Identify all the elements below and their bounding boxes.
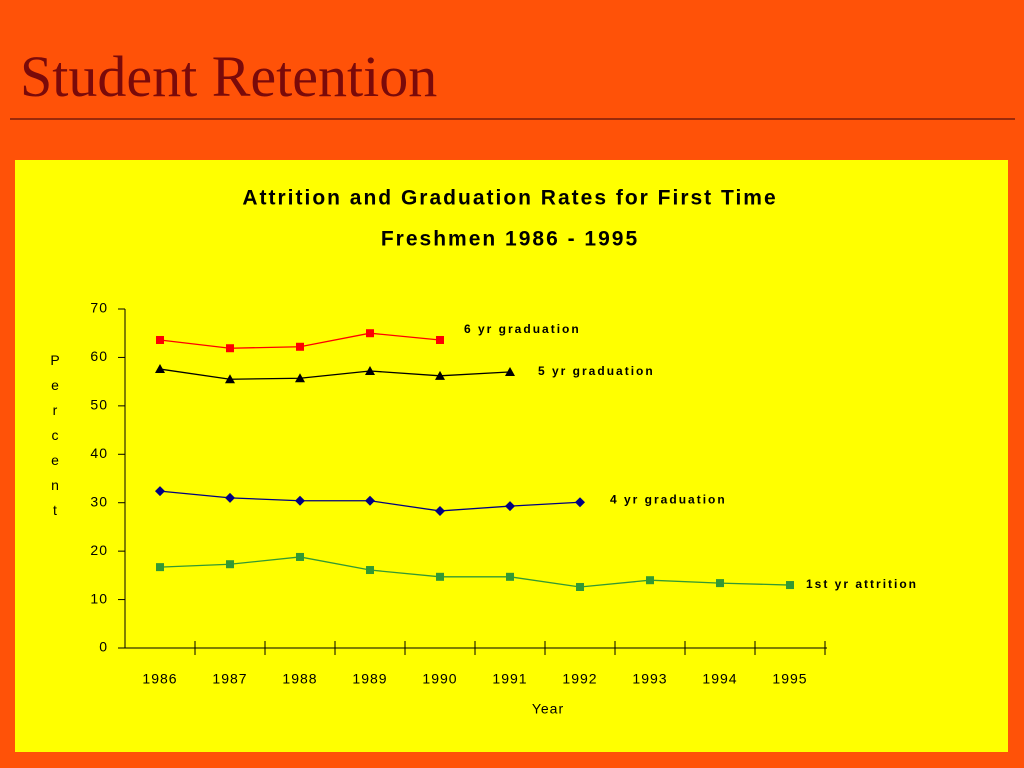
y-tick-label: 20 bbox=[90, 542, 108, 558]
point bbox=[436, 572, 444, 581]
series-line bbox=[159, 556, 791, 588]
series-line bbox=[159, 368, 511, 380]
x-tick-label: 1986 bbox=[142, 671, 177, 687]
chart-title: Attrition and Graduation Rates for First… bbox=[242, 187, 777, 210]
x-tick-label: 1992 bbox=[562, 671, 597, 687]
point bbox=[365, 365, 375, 375]
point bbox=[155, 364, 165, 374]
point bbox=[435, 505, 445, 516]
point bbox=[226, 344, 234, 353]
point bbox=[225, 492, 235, 503]
x-tick-label: 1990 bbox=[422, 671, 457, 687]
y-tick-label: 40 bbox=[90, 445, 108, 461]
x-tick-label: 1993 bbox=[632, 671, 667, 687]
x-tick-label: 1991 bbox=[492, 671, 527, 687]
x-tick-label: 1994 bbox=[702, 671, 737, 687]
point bbox=[786, 581, 794, 590]
y-tick-label: 0 bbox=[99, 639, 108, 655]
x-axis-label: Year bbox=[532, 701, 564, 717]
x-tick-label: 1989 bbox=[352, 671, 387, 687]
x-tick-label: 1987 bbox=[212, 671, 247, 687]
point bbox=[576, 582, 584, 591]
point bbox=[155, 486, 165, 497]
y-tick-label: 70 bbox=[90, 300, 108, 316]
point bbox=[505, 501, 515, 512]
point bbox=[296, 342, 304, 351]
series-label: 4 yr graduation bbox=[610, 492, 727, 506]
point bbox=[646, 576, 654, 585]
point bbox=[366, 566, 374, 575]
point bbox=[296, 552, 304, 561]
point bbox=[156, 335, 164, 344]
point bbox=[226, 560, 234, 569]
point bbox=[506, 572, 514, 581]
y-axis-label: Percent bbox=[47, 352, 63, 527]
y-tick-label: 50 bbox=[90, 397, 108, 413]
point bbox=[505, 366, 515, 376]
title-rule bbox=[10, 118, 1015, 120]
point bbox=[295, 373, 305, 383]
x-tick-label: 1995 bbox=[772, 671, 807, 687]
y-tick-label: 60 bbox=[90, 348, 108, 364]
chart-title: Freshmen 1986 - 1995 bbox=[381, 228, 639, 251]
point bbox=[295, 495, 305, 506]
chart-background bbox=[15, 160, 1008, 752]
point bbox=[575, 497, 585, 508]
series-label: 5 yr graduation bbox=[538, 364, 655, 378]
slide-title: Student Retention bbox=[20, 44, 438, 109]
point bbox=[365, 495, 375, 506]
point bbox=[225, 374, 235, 384]
point bbox=[156, 563, 164, 572]
y-tick-label: 10 bbox=[90, 590, 108, 606]
point bbox=[436, 335, 444, 344]
y-tick-label: 30 bbox=[90, 493, 108, 509]
point bbox=[366, 329, 374, 338]
x-tick-label: 1988 bbox=[282, 671, 317, 687]
point bbox=[716, 579, 724, 588]
series-label: 6 yr graduation bbox=[464, 322, 581, 336]
series-label: 1st yr attrition bbox=[806, 577, 918, 591]
point bbox=[435, 370, 445, 380]
